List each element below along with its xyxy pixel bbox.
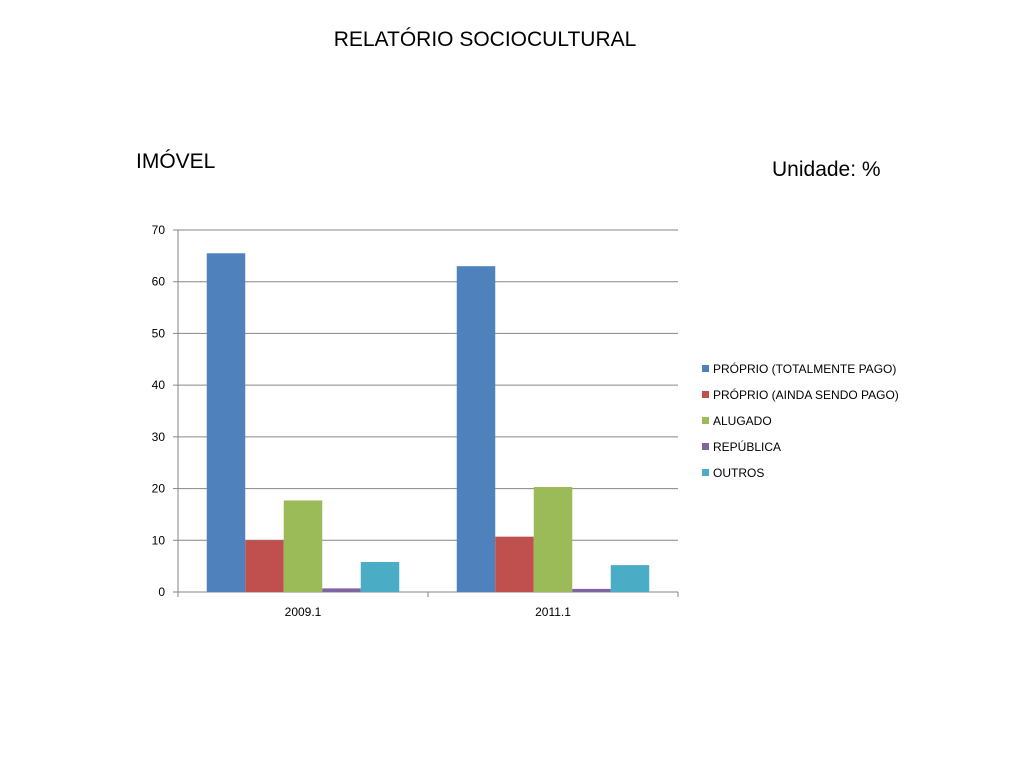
legend-swatch <box>702 365 709 372</box>
bar <box>533 487 573 592</box>
bar <box>283 500 323 592</box>
unit-label: Unidade: % <box>772 158 881 181</box>
bar <box>456 266 496 592</box>
legend-swatch <box>702 443 709 450</box>
legend-label: REPÚBLICA <box>713 439 781 454</box>
bar <box>206 253 246 592</box>
y-tick-label: 30 <box>152 430 166 444</box>
bar <box>495 536 534 592</box>
bar <box>572 588 611 592</box>
bar <box>245 540 284 592</box>
y-tick-label: 10 <box>152 533 166 547</box>
x-tick-label: 2009.1 <box>285 605 322 619</box>
y-tick-label: 40 <box>152 378 166 392</box>
legend-label: PRÓPRIO (AINDA SENDO PAGO) <box>713 387 899 402</box>
y-tick-label: 70 <box>152 223 166 237</box>
x-tick-label: 2011.1 <box>535 605 571 619</box>
bar <box>360 562 400 592</box>
y-tick-label: 20 <box>152 482 166 496</box>
slide-title: RELATÓRIO SOCIOCULTURAL <box>333 28 637 51</box>
legend-swatch <box>702 469 709 476</box>
legend-swatch <box>702 391 709 398</box>
legend-swatch <box>702 417 709 424</box>
section-label: IMÓVEL <box>136 150 216 173</box>
bar <box>610 565 650 592</box>
y-tick-label: 60 <box>152 275 166 289</box>
legend-label: ALUGADO <box>713 414 772 428</box>
legend-label: PRÓPRIO (TOTALMENTE PAGO) <box>713 361 896 376</box>
y-tick-label: 50 <box>152 326 166 340</box>
bar <box>322 588 361 592</box>
legend-label: OUTROS <box>713 466 764 480</box>
y-tick-label: 0 <box>158 585 165 599</box>
